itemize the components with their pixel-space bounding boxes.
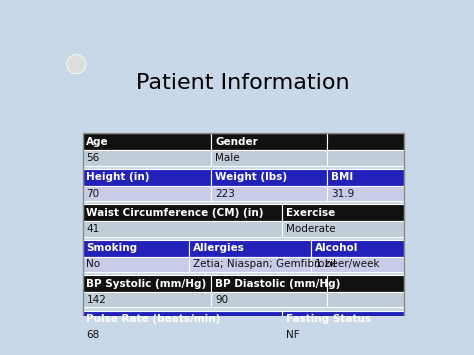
Text: Waist Circumference (CM) (in): Waist Circumference (CM) (in) <box>86 208 264 218</box>
Bar <box>82 221 282 237</box>
Bar <box>211 292 327 307</box>
Text: Weight (lbs): Weight (lbs) <box>215 172 287 182</box>
Bar <box>82 292 211 307</box>
Bar <box>311 257 404 272</box>
Text: 31.9: 31.9 <box>331 189 354 198</box>
Bar <box>282 204 404 221</box>
Bar <box>82 240 189 257</box>
Bar <box>311 240 404 257</box>
Bar <box>327 186 404 201</box>
Bar <box>82 151 211 166</box>
Bar <box>211 133 327 151</box>
Bar <box>327 292 404 307</box>
Circle shape <box>68 56 85 73</box>
Text: 1 beer/week: 1 beer/week <box>315 260 379 269</box>
Bar <box>82 169 211 186</box>
Text: BMI: BMI <box>331 172 353 182</box>
Text: BP Systolic (mm/Hg): BP Systolic (mm/Hg) <box>86 279 207 289</box>
Text: Male: Male <box>215 153 240 163</box>
Bar <box>327 169 404 186</box>
Text: 68: 68 <box>86 330 100 340</box>
Bar <box>211 186 327 201</box>
Text: Exercise: Exercise <box>286 208 335 218</box>
Text: Fasting Status: Fasting Status <box>286 314 371 324</box>
Text: Smoking: Smoking <box>86 243 137 253</box>
Bar <box>327 151 404 166</box>
Text: 56: 56 <box>86 153 100 163</box>
Bar <box>189 240 311 257</box>
Text: Allergies: Allergies <box>192 243 245 253</box>
Text: 90: 90 <box>215 295 228 305</box>
Text: Pulse Rate (beats/min): Pulse Rate (beats/min) <box>86 314 221 324</box>
Bar <box>327 133 404 151</box>
Bar <box>327 275 404 292</box>
Text: 41: 41 <box>86 224 100 234</box>
Bar <box>189 257 311 272</box>
Text: Gender: Gender <box>215 137 258 147</box>
Bar <box>82 311 282 328</box>
Bar <box>82 133 404 343</box>
Text: Alcohol: Alcohol <box>315 243 358 253</box>
Bar <box>211 169 327 186</box>
Text: 70: 70 <box>86 189 100 198</box>
Text: 223: 223 <box>215 189 235 198</box>
Bar <box>282 311 404 328</box>
Text: Height (in): Height (in) <box>86 172 150 182</box>
Bar <box>211 275 327 292</box>
Bar <box>82 328 282 343</box>
Bar <box>82 133 211 151</box>
Bar <box>82 275 211 292</box>
Circle shape <box>67 55 86 73</box>
Bar <box>82 204 282 221</box>
Text: BP Diastolic (mm/Hg): BP Diastolic (mm/Hg) <box>215 279 340 289</box>
Bar <box>282 221 404 237</box>
Text: Moderate: Moderate <box>286 224 335 234</box>
Bar <box>282 328 404 343</box>
Text: Age: Age <box>86 137 109 147</box>
Bar <box>82 257 189 272</box>
Text: Patient Information: Patient Information <box>136 73 350 93</box>
Bar <box>211 151 327 166</box>
Bar <box>82 186 211 201</box>
Text: NF: NF <box>286 330 300 340</box>
Text: No: No <box>86 260 100 269</box>
Text: 142: 142 <box>86 295 106 305</box>
Text: Zetia; Niaspan; Gemfibrozil: Zetia; Niaspan; Gemfibrozil <box>192 260 336 269</box>
